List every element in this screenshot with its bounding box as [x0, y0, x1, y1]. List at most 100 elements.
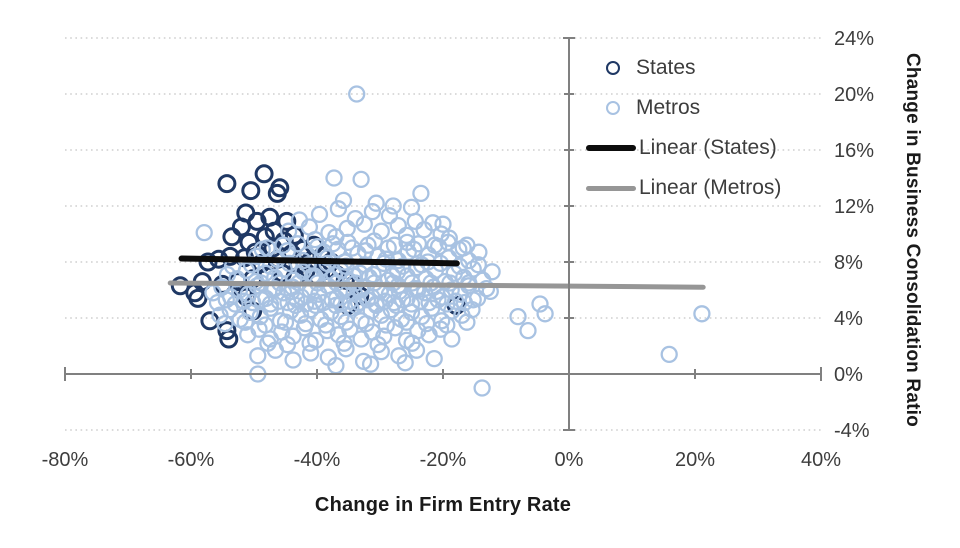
scatter-point-metros: [397, 226, 416, 245]
trend-line-metros: [167, 280, 706, 290]
scatter-point-metros: [389, 216, 407, 235]
scatter-point-metros: [446, 292, 465, 310]
scatter-point-metros: [325, 169, 343, 187]
scatter-point-metros: [266, 341, 285, 359]
scatter-point-metros: [387, 296, 406, 315]
x-axis-title: Change in Firm Entry Rate: [314, 494, 572, 516]
scatter-point-metros: [241, 303, 259, 322]
scatter-point-metros: [372, 342, 390, 361]
y-tick-label: 16%: [834, 140, 874, 162]
scatter-point-metros: [217, 291, 235, 309]
scatter-point-metros: [276, 313, 295, 331]
scatter-point-metros: [407, 341, 426, 359]
x-tick-label: -20%: [420, 449, 467, 471]
x-tick-label: -40%: [294, 449, 341, 471]
scatter-point-metros: [402, 198, 421, 217]
scatter-point-metros: [327, 296, 345, 315]
scatter-point-metros: [295, 319, 314, 337]
scatter-point-metros: [284, 351, 302, 369]
scatter-point-metros: [348, 85, 366, 103]
scatter-point-metros: [352, 330, 370, 348]
scatter-point-metros: [365, 232, 383, 250]
scatter-point-metros: [372, 306, 390, 324]
scatter-point-metros: [483, 263, 501, 281]
legend-label-metros: Metros: [636, 96, 701, 119]
scatter-point-metros: [253, 240, 271, 259]
scatter-point-metros: [380, 207, 399, 225]
scatter-point-states: [217, 174, 237, 194]
scatter-point-metros: [536, 305, 554, 323]
scatter-point-metros: [347, 296, 365, 315]
scatter-point-metros: [361, 355, 380, 373]
scatter-point-metros: [286, 296, 305, 315]
scatter-point-metros: [425, 349, 443, 368]
scatter-point-metros: [302, 344, 320, 362]
x-tick-label: 0%: [555, 449, 584, 471]
scatter-point-metros: [301, 334, 319, 352]
scatter-point-metros: [382, 300, 400, 319]
scatter-point-metros: [355, 215, 373, 233]
scatter-point-metros: [211, 306, 229, 324]
scatter-point-states: [231, 217, 251, 237]
scatter-point-metros: [396, 354, 414, 372]
scatter-point-metros: [249, 347, 267, 365]
legend: States Metros Linear (States) Linear (Me…: [586, 48, 781, 208]
states-marker-icon: [606, 61, 620, 75]
y-axis-title: Change in Business Consolidation Ratio: [902, 53, 923, 427]
scatter-point-metros: [443, 330, 461, 348]
scatter-point-metros: [405, 240, 423, 259]
y-tick-label: 12%: [834, 196, 874, 218]
linear-metros-line-icon: [586, 185, 636, 191]
scatter-point-states: [254, 164, 274, 184]
scatter-point-states: [170, 276, 190, 296]
scatter-point-metros: [226, 295, 244, 313]
legend-label-linear-metros: Linear (Metros): [639, 176, 782, 199]
y-tick-label: 20%: [834, 84, 874, 106]
scatter-point-metros: [236, 313, 254, 331]
x-tick-label: 40%: [801, 449, 841, 471]
trend-line-states: [178, 255, 460, 267]
scatter-point-metros: [473, 379, 491, 397]
scatter-point-metros: [477, 279, 496, 298]
scatter-point-metros: [250, 320, 268, 338]
scatter-point-metros: [251, 307, 269, 326]
scatter-point-metros: [337, 340, 355, 358]
scatter-point-metros: [464, 291, 482, 309]
scatter-point-metros: [352, 170, 370, 189]
scatter-point-metros: [281, 302, 300, 320]
scatter-point-states: [222, 227, 242, 247]
scatter-point-metros: [318, 321, 336, 340]
scatter-point-metros: [244, 293, 262, 312]
scatter-point-metros: [402, 303, 421, 322]
legend-label-linear-states: Linear (States): [639, 136, 777, 159]
scatter-point-metros: [531, 295, 549, 313]
scatter-point-metros: [332, 307, 350, 326]
scatter-point-metros: [431, 320, 450, 338]
scatter-point-metros: [384, 197, 402, 215]
scatter-point-metros: [334, 191, 353, 210]
y-tick-label: -4%: [834, 420, 870, 442]
y-tick-label: 4%: [834, 308, 863, 330]
scatter-point-metros: [377, 316, 395, 334]
scatter-point-metros: [195, 223, 213, 242]
scatter-point-metros: [343, 239, 361, 257]
scatter-point-metros: [274, 236, 292, 254]
legend-item-linear-states: Linear (States): [586, 128, 781, 168]
scatter-point-metros: [406, 212, 424, 231]
scatter-point-metros: [279, 293, 297, 312]
scatter-point-metros: [693, 305, 711, 323]
x-tick-label: -80%: [42, 449, 89, 471]
legend-item-metros: Metros: [586, 88, 781, 128]
scatter-point-metros: [310, 205, 329, 224]
scatter-point-metros: [412, 184, 430, 203]
scatter-point-metros: [458, 313, 476, 331]
scatter-point-metros: [519, 321, 537, 340]
legend-item-states: States: [586, 48, 781, 88]
legend-label-states: States: [636, 56, 696, 79]
scatter-point-metros: [329, 200, 348, 218]
x-tick-label: 20%: [675, 449, 715, 471]
scatter-point-states: [241, 181, 261, 201]
scatter-point-metros: [346, 209, 365, 228]
scatter-point-states: [217, 321, 237, 341]
